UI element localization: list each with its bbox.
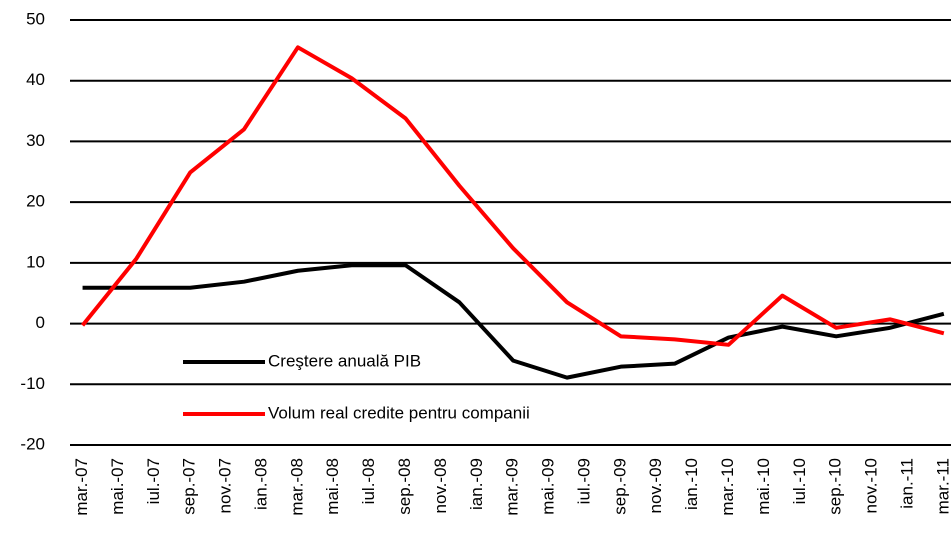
x-tick-label: mar.-07 — [72, 458, 91, 516]
series-line — [81, 45, 945, 347]
x-tick-label: ian.-11 — [897, 458, 916, 509]
y-tick-label: 30 — [26, 131, 45, 150]
y-tick-label: 20 — [26, 192, 45, 211]
x-tick-label: ian.-08 — [251, 458, 270, 510]
x-tick-label: iul.-10 — [790, 458, 809, 504]
x-tick-label: sep.-09 — [610, 458, 629, 515]
y-tick-label: -20 — [20, 434, 45, 453]
x-tick-label: mai.-07 — [108, 458, 127, 515]
x-tick-label: mar.-10 — [718, 458, 737, 516]
x-tick-label: iul.-09 — [574, 458, 593, 504]
x-tick-label: nov.-08 — [431, 458, 450, 513]
x-tick-label: sep.-10 — [826, 458, 845, 515]
x-tick-label: mai.-08 — [323, 458, 342, 515]
y-tick-label: 40 — [26, 70, 45, 89]
x-tick-label: sep.-08 — [395, 458, 414, 515]
x-tick-label: ian.-09 — [467, 458, 486, 510]
x-tick-label: mar.-09 — [503, 458, 522, 516]
y-tick-label: -10 — [20, 374, 45, 393]
x-tick-label: nov.-09 — [646, 458, 665, 513]
x-tick-label: mai.-10 — [754, 458, 773, 515]
legend-label: Volum real credite pentru companii — [268, 403, 530, 422]
x-tick-label: mai.-09 — [539, 458, 558, 515]
y-tick-label: 0 — [36, 313, 45, 332]
x-tick-label: mar.-08 — [287, 458, 306, 516]
x-tick-label: nov.-10 — [862, 458, 881, 513]
x-tick-label: iul.-07 — [144, 458, 163, 504]
y-tick-label: 10 — [26, 252, 45, 271]
x-tick-label: iul.-08 — [359, 458, 378, 504]
x-tick-label: sep.-07 — [180, 458, 199, 515]
x-tick-label: nov.-07 — [216, 458, 235, 513]
x-tick-label: ian.-10 — [682, 458, 701, 510]
x-tick-label: mar.-11 — [933, 458, 951, 514]
legend-label: Creştere anuală PIB — [268, 351, 421, 370]
series-line — [82, 263, 945, 380]
y-tick-label: 50 — [26, 9, 45, 28]
